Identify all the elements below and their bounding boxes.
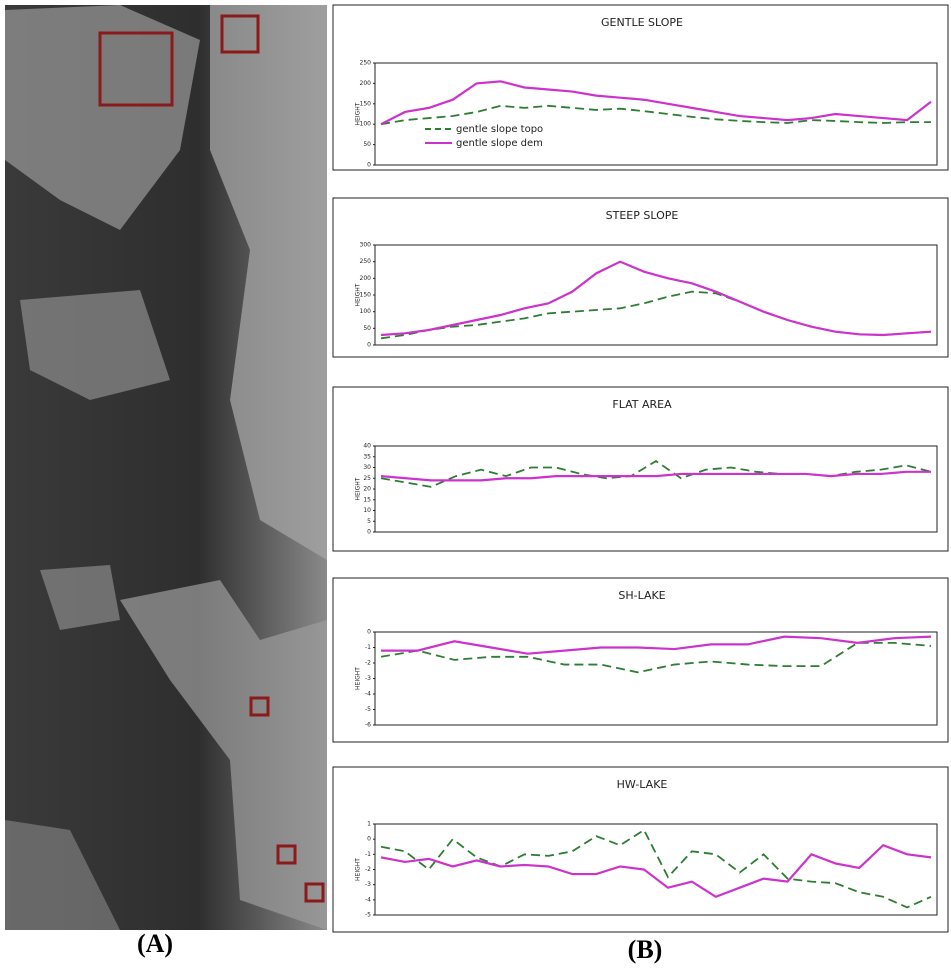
y-axis-label: HEIGHT [355,102,362,125]
y-tick-label: 5 [367,518,371,525]
panel-label: (B) [628,935,663,964]
y-tick-label: 40 [363,443,371,450]
panel-frame [333,767,948,932]
plot-frame [375,63,937,165]
y-tick-label: 0 [367,342,371,349]
y-tick-label: 0 [367,529,371,536]
y-tick-label: 200 [360,275,372,282]
y-tick-label: 20 [363,486,371,493]
y-tick-label: 250 [360,258,372,265]
data-line [381,292,931,339]
chart-title: SH-LAKE [618,589,665,602]
panel-frame [333,5,948,170]
chart-title: STEEP SLOPE [606,209,679,222]
y-tick-label: 200 [360,80,372,87]
panel-frame [333,387,948,551]
y-tick-label: 50 [363,141,371,148]
data-line [381,262,931,335]
y-tick-label: -5 [365,912,371,919]
y-axis-label: HEIGHT [355,283,362,306]
y-tick-label: 250 [360,60,372,67]
plot-frame [375,245,937,345]
chart-title: FLAT AREA [612,398,672,411]
y-tick-label: 50 [363,325,371,332]
data-line [381,637,931,654]
panel-frame [333,578,948,742]
y-tick-label: -3 [365,675,371,682]
plot-frame [375,824,937,915]
y-tick-label: 100 [360,308,372,315]
y-axis-label: HEIGHT [355,667,362,690]
y-axis-label: HEIGHT [355,477,362,500]
y-tick-label: 0 [367,162,371,169]
data-line [381,81,931,124]
y-tick-label: -1 [365,851,371,858]
y-tick-label: -4 [365,896,371,903]
y-tick-label: 10 [363,507,371,514]
y-tick-label: -5 [365,706,371,713]
y-tick-label: -2 [365,866,371,873]
y-tick-label: -1 [365,644,371,651]
y-tick-label: 1 [367,821,371,828]
y-tick-label: 0 [367,836,371,843]
panel-label: (A) [137,929,173,958]
y-tick-label: 25 [363,475,371,482]
y-tick-label: -3 [365,881,371,888]
y-tick-label: 35 [363,453,371,460]
y-tick-label: -2 [365,660,371,667]
y-tick-label: -4 [365,691,371,698]
chart-title: GENTLE SLOPE [601,16,683,29]
y-axis-label: HEIGHT [355,858,362,881]
legend-label: gentle slope dem [456,138,543,149]
data-line [381,830,931,907]
y-tick-label: 15 [363,496,371,503]
chart-title: HW-LAKE [617,778,668,791]
y-tick-label: 30 [363,464,371,471]
y-tick-label: 300 [360,242,372,249]
figure: (A) (B) GENTLE SLOPE050100150200250HEIGH… [0,0,951,973]
y-tick-label: 0 [367,629,371,636]
data-line [381,472,931,481]
y-tick-label: -6 [365,722,371,729]
plot-frame [375,446,937,532]
satellite-image [5,5,327,930]
legend-label: gentle slope topo [456,124,543,135]
